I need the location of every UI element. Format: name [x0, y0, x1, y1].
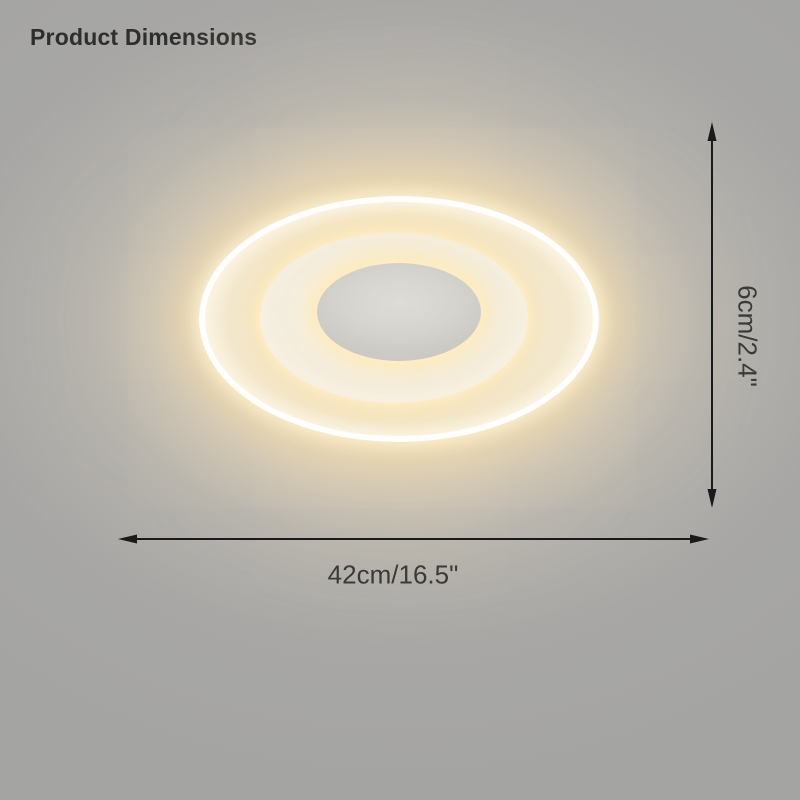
width-arrow [118, 534, 709, 544]
lamp-center-cover [317, 263, 481, 361]
height-dimension-label: 6cm/2.4" [732, 285, 763, 387]
width-dimension-label: 42cm/16.5" [327, 559, 459, 590]
height-arrow [707, 122, 717, 508]
